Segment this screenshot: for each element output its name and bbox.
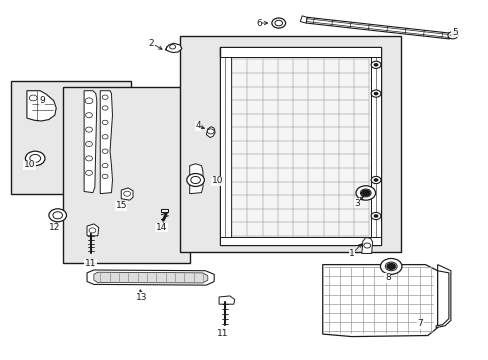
Circle shape [190,176,200,184]
Circle shape [102,163,108,168]
Polygon shape [87,224,99,236]
Circle shape [363,243,370,248]
Text: 10: 10 [211,176,223,185]
Text: 3: 3 [353,199,359,208]
Bar [161,209,168,212]
Polygon shape [300,16,306,23]
Circle shape [102,174,108,179]
Circle shape [85,141,92,147]
Circle shape [25,151,45,166]
Circle shape [355,186,375,200]
Text: 5: 5 [451,28,457,37]
Circle shape [274,20,282,26]
Text: 13: 13 [136,292,147,302]
Bar [230,57,370,237]
Circle shape [85,98,93,104]
Polygon shape [219,296,234,304]
Bar [180,36,400,252]
Circle shape [370,61,380,68]
Polygon shape [361,238,372,253]
Text: 9: 9 [39,95,45,104]
Polygon shape [435,265,450,328]
Circle shape [85,156,92,161]
Bar [220,47,230,245]
Polygon shape [84,91,97,193]
Polygon shape [305,17,449,39]
Circle shape [89,228,96,233]
Circle shape [370,176,380,184]
Circle shape [386,263,395,270]
Text: 2: 2 [148,39,154,48]
Circle shape [85,170,92,175]
Text: 8: 8 [384,274,390,282]
Circle shape [449,33,454,37]
Text: 1: 1 [348,249,354,258]
Circle shape [271,18,285,28]
Polygon shape [206,127,215,138]
Circle shape [186,174,204,186]
Circle shape [373,63,378,67]
Bar [220,47,381,57]
Circle shape [49,209,66,222]
Polygon shape [189,164,203,194]
Polygon shape [100,91,112,194]
Circle shape [102,120,108,125]
Circle shape [447,32,457,39]
Circle shape [373,178,378,182]
Text: 14: 14 [155,223,167,232]
Circle shape [360,189,370,197]
Circle shape [373,92,378,95]
Text: 10: 10 [23,161,35,169]
Polygon shape [27,91,56,121]
Bar [370,47,381,245]
Circle shape [370,212,380,220]
Text: 11: 11 [84,259,96,268]
Circle shape [102,149,108,153]
Circle shape [207,129,214,134]
Text: 7: 7 [417,320,423,328]
Circle shape [123,191,130,196]
Bar [220,47,381,245]
Circle shape [370,90,380,97]
Text: 12: 12 [49,223,61,232]
Polygon shape [121,188,133,200]
Circle shape [30,154,41,162]
Bar [11,81,131,194]
Circle shape [169,45,175,49]
Text: 4: 4 [195,122,201,130]
Circle shape [360,189,370,197]
Circle shape [102,135,108,139]
Bar [220,237,381,245]
Text: 15: 15 [115,202,127,210]
Polygon shape [94,272,207,283]
Circle shape [29,95,37,101]
Circle shape [85,113,92,118]
Circle shape [85,127,92,132]
Polygon shape [448,32,455,39]
Circle shape [373,214,378,218]
Circle shape [102,106,108,110]
Text: 6: 6 [256,18,262,27]
Polygon shape [322,265,437,337]
Polygon shape [87,270,214,285]
Bar [62,87,189,263]
Circle shape [53,212,62,219]
Text: 11: 11 [216,328,228,338]
Circle shape [385,262,396,271]
Polygon shape [165,43,182,53]
Circle shape [102,95,108,99]
Circle shape [380,258,401,274]
